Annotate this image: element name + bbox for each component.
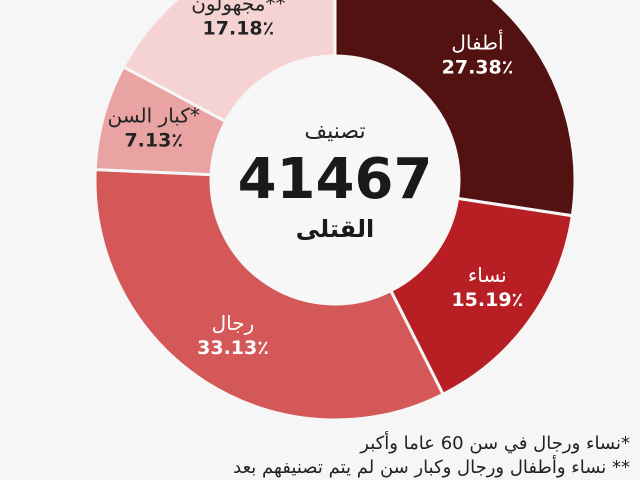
segment-value-women: 15.19٪ [451, 289, 523, 311]
segment-value-unknown: 17.18٪ [203, 18, 275, 40]
segment-value-elderly: 7.13٪ [124, 129, 182, 151]
footnote-unknown: ** نساء وأطفال ورجال وكبار سن لم يتم تصن… [233, 457, 630, 478]
segment-label-elderly: كبار السن* [107, 103, 199, 127]
segment-label-children: أطفال [451, 29, 503, 54]
center-total: 41467 [238, 147, 433, 212]
segment-label-women: نساء [468, 263, 507, 287]
footnotes: *نساء ورجال في سن 60 عاما وأكبر ** نساء … [10, 432, 630, 480]
donut-chart: أطفال 27.38٪ نساء 15.19٪ رجال 33.13٪ كبار السن… [93, 0, 577, 422]
center-subtitle: القتلى [296, 215, 374, 243]
footnote-elderly: *نساء ورجال في سن 60 عاما وأكبر [360, 433, 630, 454]
center-title: تصنيف [304, 119, 365, 144]
segment-value-children: 27.38٪ [442, 56, 514, 78]
segment-value-men: 33.13٪ [197, 337, 269, 359]
segment-label-men: رجال [212, 311, 255, 335]
segment-label-unknown: مجهولون** [191, 0, 285, 16]
donut-hole [211, 56, 459, 304]
